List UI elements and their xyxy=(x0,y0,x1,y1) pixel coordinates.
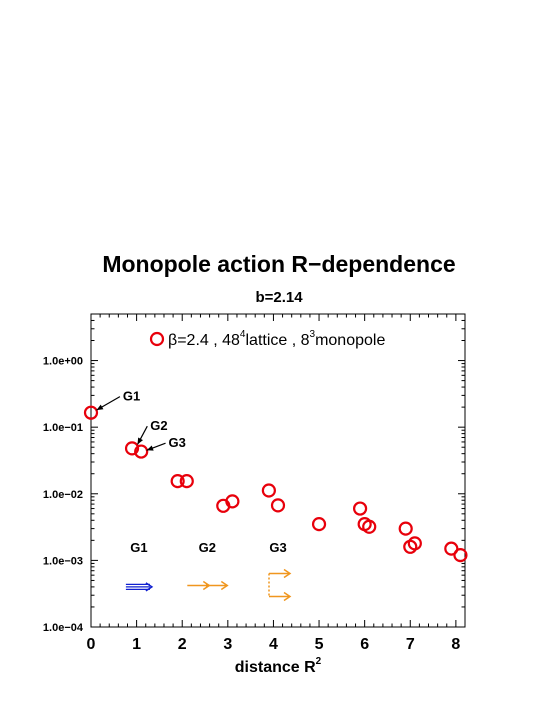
chart-title: Monopole action R−dependence xyxy=(102,251,455,277)
data-point xyxy=(311,517,327,532)
inset-legend-label: G1 xyxy=(130,540,147,555)
annotation-arrowhead xyxy=(96,404,104,411)
data-point xyxy=(453,548,468,563)
inset-arrowhead xyxy=(220,580,229,591)
chart-subtitle: b=2.14 xyxy=(255,289,303,306)
y-tick-label: 1.0e−01 xyxy=(43,422,83,434)
inset-arrowhead xyxy=(202,580,211,591)
data-point xyxy=(270,498,286,513)
x-tick-label: 2 xyxy=(178,636,187,653)
x-axis-label-text: distance R xyxy=(235,659,316,676)
legend-label-superscript: 4 xyxy=(240,329,246,340)
x-tick-label: 4 xyxy=(269,636,278,653)
inset-legend-label: G2 xyxy=(199,540,216,555)
inset-legend-label: G3 xyxy=(269,540,286,555)
legend-label-part: lattice , 8 xyxy=(245,332,309,349)
plot-frame xyxy=(90,313,466,628)
y-tick-label: 1.0e+00 xyxy=(43,356,83,368)
data-points xyxy=(83,405,468,563)
annotation-label: G1 xyxy=(123,389,140,404)
y-tick-labels: 1.0e−04 1.0e−03 1.0e−02 1.0e−01 1.0e+00 xyxy=(43,356,84,634)
inset-arrowhead xyxy=(283,591,292,602)
y-tick-label: 1.0e−02 xyxy=(43,489,83,501)
data-point xyxy=(362,519,377,534)
inset-arrowhead xyxy=(283,568,292,579)
x-tick-label: 6 xyxy=(360,636,369,653)
data-point xyxy=(179,474,194,489)
annotation-arrowhead xyxy=(137,437,143,445)
legend-label-part: monopole xyxy=(315,332,385,349)
x-tick-label: 1 xyxy=(132,636,141,653)
data-point xyxy=(407,536,422,551)
annotation-label: G3 xyxy=(169,435,186,450)
data-point xyxy=(124,441,140,456)
y-tick-label: 1.0e−04 xyxy=(43,622,84,634)
inset-arrowhead xyxy=(145,582,154,592)
y-tick-label: 1.0e−03 xyxy=(43,555,83,567)
x-tick-label: 8 xyxy=(451,636,460,653)
data-point xyxy=(398,521,413,536)
inset-legend: G1 G2 G3 xyxy=(125,540,292,602)
data-point xyxy=(352,501,368,516)
annotation-arrowhead xyxy=(146,445,154,451)
legend-label: β=2.4 , 484lattice , 83monopole xyxy=(168,329,385,349)
x-tick-label: 0 xyxy=(87,636,96,653)
x-tick-labels: 0 1 2 3 4 5 6 7 8 xyxy=(87,636,461,653)
data-point xyxy=(444,541,459,556)
data-point xyxy=(134,444,149,459)
annotation-label: G2 xyxy=(150,418,167,433)
data-point xyxy=(261,483,276,498)
x-tick-label: 7 xyxy=(406,636,415,653)
axis-ticks xyxy=(90,313,466,628)
legend-label-superscript: 3 xyxy=(310,329,316,340)
legend: β=2.4 , 484lattice , 83monopole xyxy=(149,329,385,349)
legend-label-part: β=2.4 , 48 xyxy=(168,332,240,349)
x-tick-label: 3 xyxy=(223,636,232,653)
x-axis-label: distance R2 xyxy=(235,656,322,676)
x-tick-label: 5 xyxy=(315,636,324,653)
legend-marker xyxy=(149,331,165,347)
data-point xyxy=(225,494,240,509)
data-point xyxy=(170,474,185,489)
data-point xyxy=(83,405,99,420)
x-axis-label-superscript: 2 xyxy=(316,656,322,667)
